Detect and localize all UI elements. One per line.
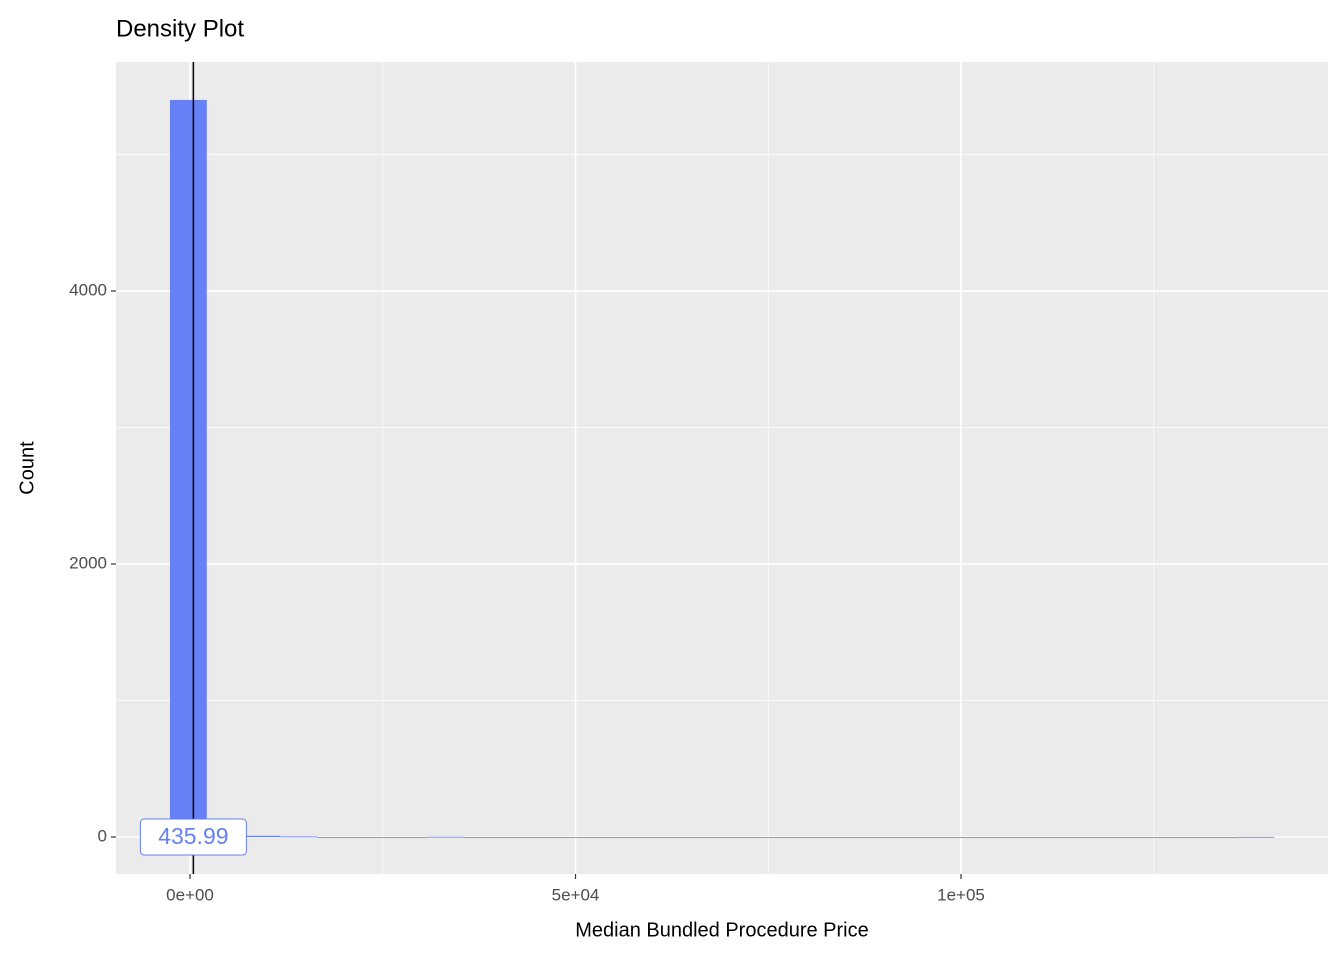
x-axis-title: Median Bundled Procedure Price xyxy=(575,919,869,941)
bar xyxy=(1237,836,1275,838)
y-tick-label: 4000 xyxy=(69,281,107,300)
bar xyxy=(648,837,686,838)
bar xyxy=(464,837,502,838)
bar xyxy=(1163,837,1201,838)
bar xyxy=(943,837,980,838)
y-axis-title: Count xyxy=(16,441,38,495)
bar xyxy=(169,99,207,838)
y-tick-label: 2000 xyxy=(69,554,107,573)
bar xyxy=(1016,837,1054,838)
bar xyxy=(869,837,907,838)
bar xyxy=(1053,837,1091,838)
annotation-label: 435.99 xyxy=(158,823,228,849)
bar xyxy=(979,837,1017,838)
bar xyxy=(317,837,355,838)
panel xyxy=(116,62,1328,874)
bar xyxy=(427,836,465,838)
bar xyxy=(906,837,944,838)
bar xyxy=(1200,837,1238,838)
bar xyxy=(1127,837,1164,838)
bar xyxy=(795,837,833,838)
x-tick-label: 0e+00 xyxy=(166,885,214,904)
y-tick-label: 0 xyxy=(98,826,107,845)
bar xyxy=(685,837,723,838)
bar xyxy=(538,837,575,838)
bar xyxy=(501,837,539,838)
bar xyxy=(611,837,649,838)
bar xyxy=(243,835,281,838)
x-tick-label: 1e+05 xyxy=(937,885,985,904)
bar xyxy=(759,837,796,838)
bar xyxy=(1090,837,1128,838)
bar xyxy=(832,837,870,838)
annotation-box xyxy=(139,818,247,856)
chart-title: Density Plot xyxy=(116,15,244,42)
x-tick-label: 5e+04 xyxy=(552,885,600,904)
bar xyxy=(722,837,760,838)
bar xyxy=(574,837,612,838)
bar xyxy=(280,836,318,838)
bar xyxy=(390,837,428,838)
bar xyxy=(354,837,391,838)
